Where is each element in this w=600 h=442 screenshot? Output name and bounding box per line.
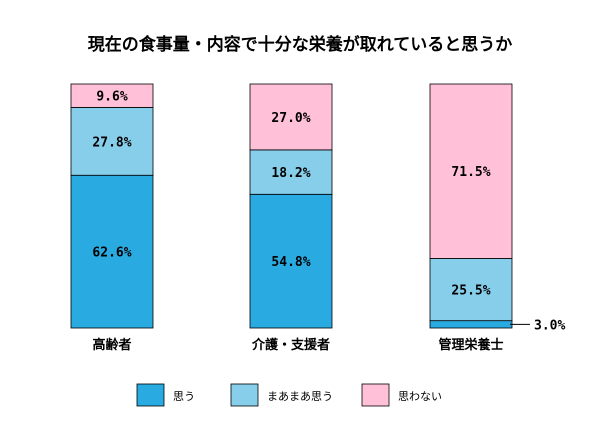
data-label-2-2: 71.5% (451, 165, 490, 180)
bars-group: 62.6% 27.8% 9.6% 54.8% 18.2% 27.0% 3.0% 25.5% 71… (70, 83, 565, 333)
bar-segment-0-1 (70, 107, 154, 176)
data-label-1-0: 54.8% (271, 255, 310, 270)
data-label-0-2: 9.6% (96, 90, 127, 105)
data-label-2-1: 25.5% (451, 284, 490, 299)
category-label-2: 管理栄養士 (438, 337, 503, 353)
bar-segment-0-0 (70, 174, 154, 329)
legend-swatch-2 (361, 383, 390, 407)
category-label-0: 高齢者 (92, 337, 131, 353)
legend-label-2: 思わない (398, 390, 442, 403)
legend-label-1: まあまあ思う (267, 390, 333, 403)
bar-segment-2-2 (429, 83, 513, 259)
bar-segment-1-1 (249, 149, 333, 195)
bar-segment-1-2 (249, 83, 333, 151)
legend-swatch-1 (230, 383, 259, 407)
data-label-0-0: 62.6% (92, 246, 131, 261)
bar-segment-2-1 (429, 258, 513, 322)
bar-segment-0-2 (70, 83, 154, 108)
data-label-0-1: 27.8% (92, 135, 131, 150)
chart-title: 現在の食事量・内容で十分な栄養が取れていると思うか (88, 34, 513, 55)
legend-label-0: 思う (173, 390, 195, 403)
legend-swatch-0 (136, 383, 165, 407)
legend: 思う まあまあ思う 思わない (136, 383, 442, 407)
data-label-2-0: 3.0% (534, 318, 565, 333)
category-labels: 高齢者 介護・支援者 管理栄養士 (92, 337, 503, 353)
category-label-1: 介護・支援者 (251, 337, 330, 353)
data-label-1-2: 27.0% (271, 111, 310, 126)
data-label-1-1: 18.2% (271, 166, 310, 181)
bar-segment-2-0 (429, 320, 513, 329)
bar-segment-1-0 (249, 193, 333, 329)
